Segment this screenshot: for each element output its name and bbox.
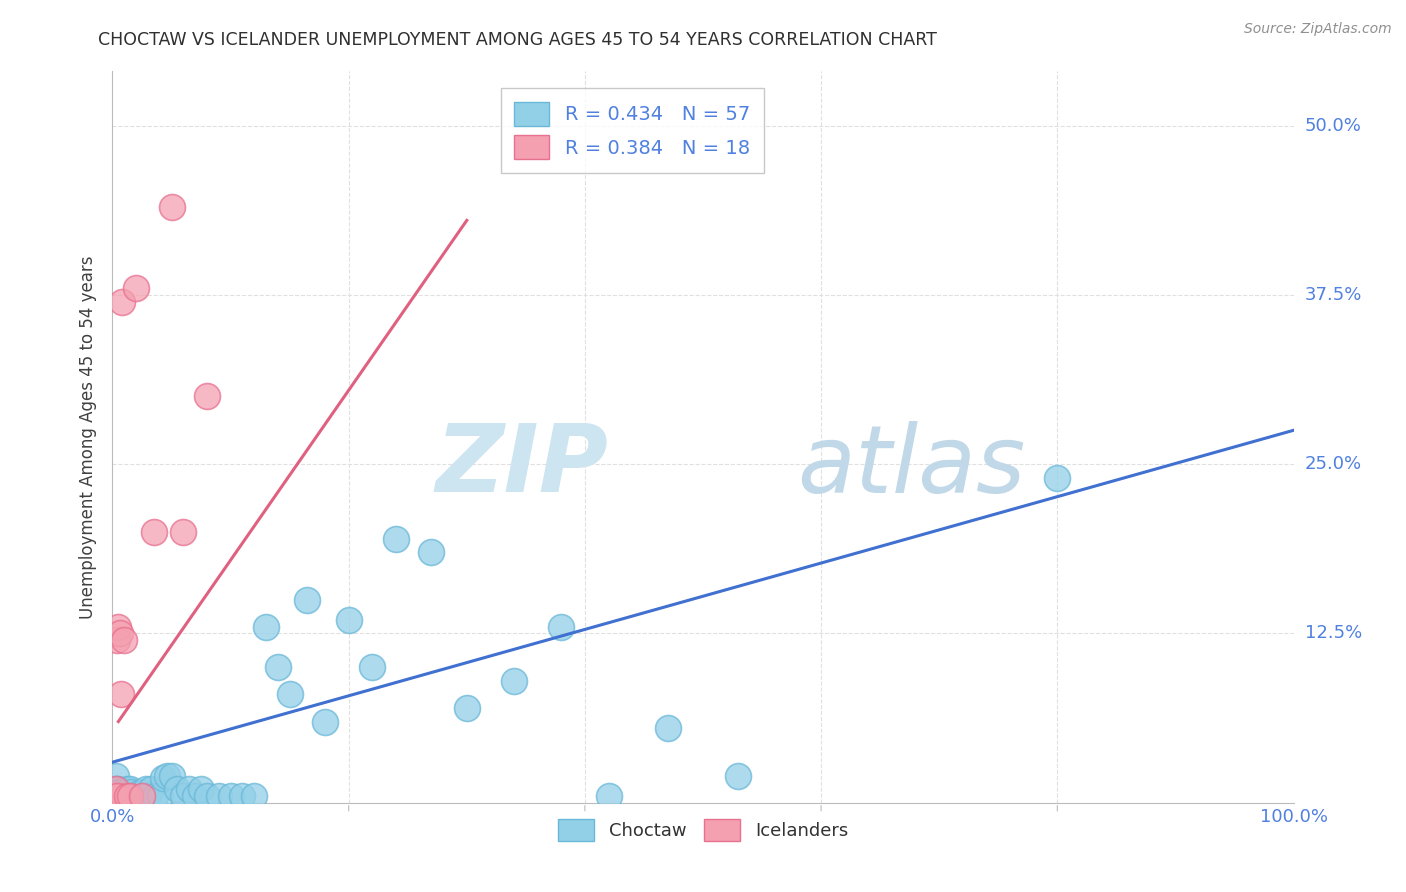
Point bbox=[127, 789, 149, 803]
Point bbox=[135, 782, 157, 797]
Point bbox=[1046, 471, 1069, 485]
Point bbox=[503, 673, 526, 688]
Point bbox=[195, 389, 218, 403]
Point bbox=[118, 789, 141, 803]
Point bbox=[129, 785, 152, 799]
Point bbox=[111, 294, 134, 309]
Point bbox=[105, 789, 128, 803]
Point bbox=[208, 789, 231, 803]
Point bbox=[337, 613, 360, 627]
Point bbox=[219, 789, 242, 803]
Point bbox=[110, 688, 132, 702]
Legend: Choctaw, Icelanders: Choctaw, Icelanders bbox=[551, 812, 855, 848]
Point bbox=[297, 592, 319, 607]
Point bbox=[112, 633, 135, 648]
Text: CHOCTAW VS ICELANDER UNEMPLOYMENT AMONG AGES 45 TO 54 YEARS CORRELATION CHART: CHOCTAW VS ICELANDER UNEMPLOYMENT AMONG … bbox=[98, 31, 938, 49]
Point bbox=[149, 789, 172, 803]
Point bbox=[110, 785, 132, 799]
Point bbox=[156, 769, 179, 783]
Y-axis label: Unemployment Among Ages 45 to 54 years: Unemployment Among Ages 45 to 54 years bbox=[79, 255, 97, 619]
Point bbox=[172, 789, 194, 803]
Point bbox=[120, 782, 142, 797]
Point bbox=[108, 626, 131, 640]
Point bbox=[456, 701, 478, 715]
Point bbox=[141, 782, 163, 797]
Point bbox=[160, 769, 183, 783]
Text: 50.0%: 50.0% bbox=[1305, 117, 1361, 135]
Text: ZIP: ZIP bbox=[436, 420, 609, 512]
Point bbox=[105, 633, 128, 648]
Point bbox=[143, 789, 166, 803]
Point bbox=[231, 789, 253, 803]
Point bbox=[107, 620, 129, 634]
Point bbox=[361, 660, 384, 674]
Point bbox=[105, 789, 128, 803]
Point bbox=[117, 789, 139, 803]
Point bbox=[254, 620, 277, 634]
Point bbox=[160, 200, 183, 214]
Point bbox=[190, 782, 212, 797]
Point bbox=[550, 620, 572, 634]
Point bbox=[105, 782, 128, 797]
Point bbox=[179, 782, 201, 797]
Point bbox=[115, 782, 138, 797]
Point bbox=[314, 714, 336, 729]
Text: atlas: atlas bbox=[797, 421, 1026, 512]
Point bbox=[152, 772, 174, 786]
Point bbox=[385, 532, 408, 546]
Point bbox=[121, 789, 143, 803]
Point bbox=[142, 524, 165, 539]
Text: 25.0%: 25.0% bbox=[1305, 455, 1362, 473]
Text: 37.5%: 37.5% bbox=[1305, 285, 1362, 304]
Point bbox=[131, 789, 153, 803]
Point bbox=[598, 789, 620, 803]
Point bbox=[120, 785, 142, 799]
Point bbox=[122, 789, 145, 803]
Point bbox=[111, 789, 134, 803]
Point bbox=[243, 789, 266, 803]
Point bbox=[657, 721, 679, 735]
Point bbox=[107, 789, 129, 803]
Point bbox=[107, 785, 129, 799]
Point bbox=[120, 789, 142, 803]
Point bbox=[267, 660, 290, 674]
Point bbox=[132, 789, 155, 803]
Point bbox=[105, 782, 128, 797]
Point bbox=[115, 789, 138, 803]
Point bbox=[195, 789, 218, 803]
Point bbox=[105, 789, 128, 803]
Point bbox=[420, 545, 443, 559]
Point bbox=[105, 769, 128, 783]
Point bbox=[278, 688, 301, 702]
Point bbox=[136, 789, 159, 803]
Point bbox=[105, 782, 128, 797]
Point bbox=[172, 524, 194, 539]
Text: 12.5%: 12.5% bbox=[1305, 624, 1362, 642]
Point bbox=[110, 789, 132, 803]
Point bbox=[112, 789, 135, 803]
Point bbox=[108, 789, 131, 803]
Point bbox=[184, 789, 207, 803]
Point bbox=[125, 789, 148, 803]
Text: Source: ZipAtlas.com: Source: ZipAtlas.com bbox=[1244, 22, 1392, 37]
Point bbox=[114, 789, 136, 803]
Point bbox=[125, 281, 148, 295]
Point bbox=[166, 782, 188, 797]
Point bbox=[112, 789, 135, 803]
Point bbox=[727, 769, 749, 783]
